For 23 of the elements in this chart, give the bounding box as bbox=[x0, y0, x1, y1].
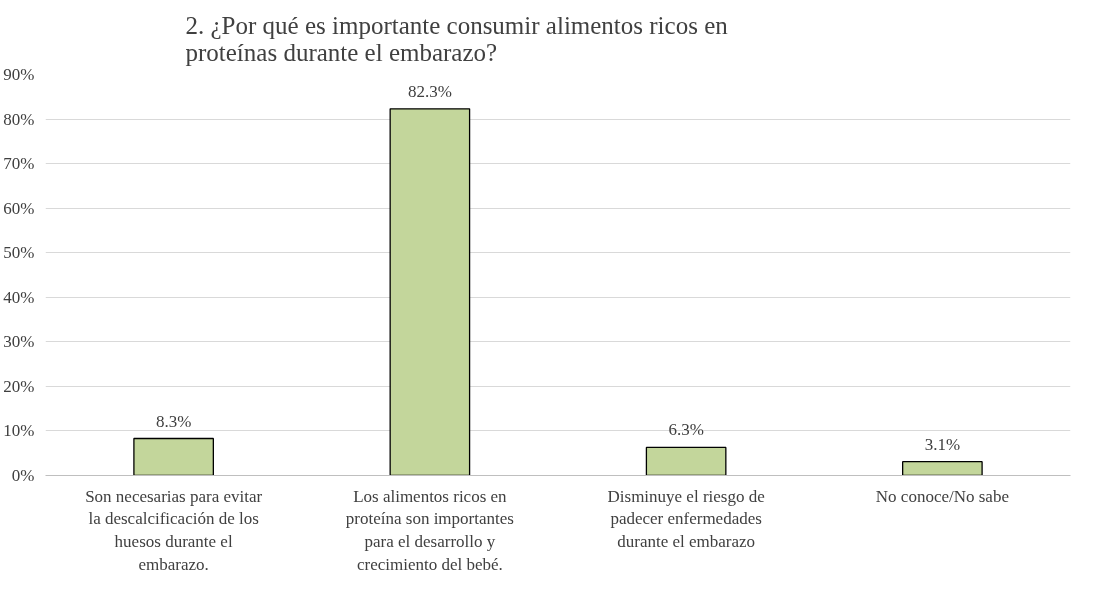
y-tick-label: 80% bbox=[3, 109, 35, 129]
data-label: 3.1% bbox=[924, 434, 961, 454]
data-label: 82.3% bbox=[407, 81, 452, 101]
y-tick-label: 30% bbox=[3, 332, 35, 352]
bar bbox=[902, 461, 983, 476]
y-tick-label: 40% bbox=[3, 287, 35, 307]
bar bbox=[389, 108, 471, 476]
x-tick-label: Son necesarias para evitar la descalcificación de los huesos durante el embarazo. bbox=[85, 486, 263, 574]
bar bbox=[645, 446, 727, 476]
data-label: 8.3% bbox=[155, 411, 192, 431]
y-tick-label: 90% bbox=[3, 65, 35, 84]
y-tick-label: 70% bbox=[3, 154, 35, 174]
data-label: 6.3% bbox=[668, 420, 704, 440]
x-tick-label: No conoce/No sabe bbox=[875, 486, 1009, 506]
y-tick-label: 20% bbox=[3, 376, 35, 396]
y-tick-label: 10% bbox=[3, 421, 35, 441]
y-tick-label: 60% bbox=[3, 198, 35, 218]
y-tick-label: 50% bbox=[3, 243, 35, 263]
chart-title: 2. ¿Por qué es importante consumir alimentos ricos en proteínas durante el embarazo? bbox=[185, 11, 729, 66]
x-tick-label: Los alimentos ricos en proteína son importantes para el desarrollo y crecimiento del bebé. bbox=[345, 486, 514, 574]
bar bbox=[133, 437, 214, 476]
y-tick-label: 0% bbox=[11, 466, 35, 485]
x-tick-label: Disminuye el riesgo de padecer enfermedades durante el embarazo bbox=[607, 486, 765, 552]
